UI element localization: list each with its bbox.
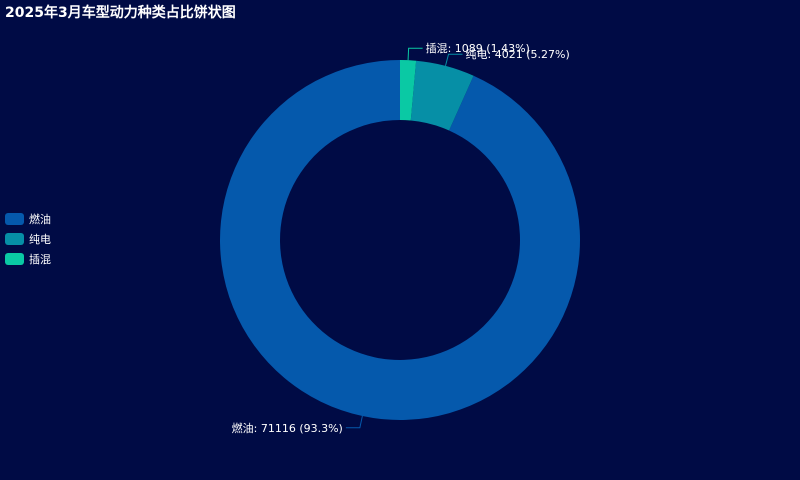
legend-swatch-1 xyxy=(5,233,24,245)
legend-swatch-0 xyxy=(5,213,24,225)
label-line-0 xyxy=(345,415,363,429)
legend-swatch-2 xyxy=(5,253,24,265)
slices-layer xyxy=(220,60,580,421)
legend-item-2[interactable]: 插混 xyxy=(5,252,51,266)
chart-title: 2025年3月车型动力种类占比饼状图 xyxy=(5,5,236,21)
legend-label-1: 纯电 xyxy=(29,233,51,246)
pie-slice-0 xyxy=(220,60,580,421)
legend-label-0: 燃油 xyxy=(29,213,51,226)
slice-label-0: 燃油: 71116 (93.3%) xyxy=(232,421,343,435)
labels-layer: 燃油: 71116 (93.3%) 纯电: 4021 (5.27%)插混: 108… xyxy=(232,41,570,435)
pie-slice-1 xyxy=(410,60,474,131)
pie-slice-2 xyxy=(400,60,417,121)
label-line-1 xyxy=(445,53,463,66)
label-line-2 xyxy=(407,47,423,61)
legend-label-2: 插混 xyxy=(29,253,51,266)
slice-label-1: 纯电: 4021 (5.27%) xyxy=(466,48,570,61)
legend-item-0[interactable]: 燃油 xyxy=(5,212,51,226)
legend: 燃油 纯电 插混 xyxy=(5,212,51,272)
legend-item-1[interactable]: 纯电 xyxy=(5,232,51,246)
slice-label-2: 插混: 1089 (1.43%) xyxy=(426,41,530,55)
